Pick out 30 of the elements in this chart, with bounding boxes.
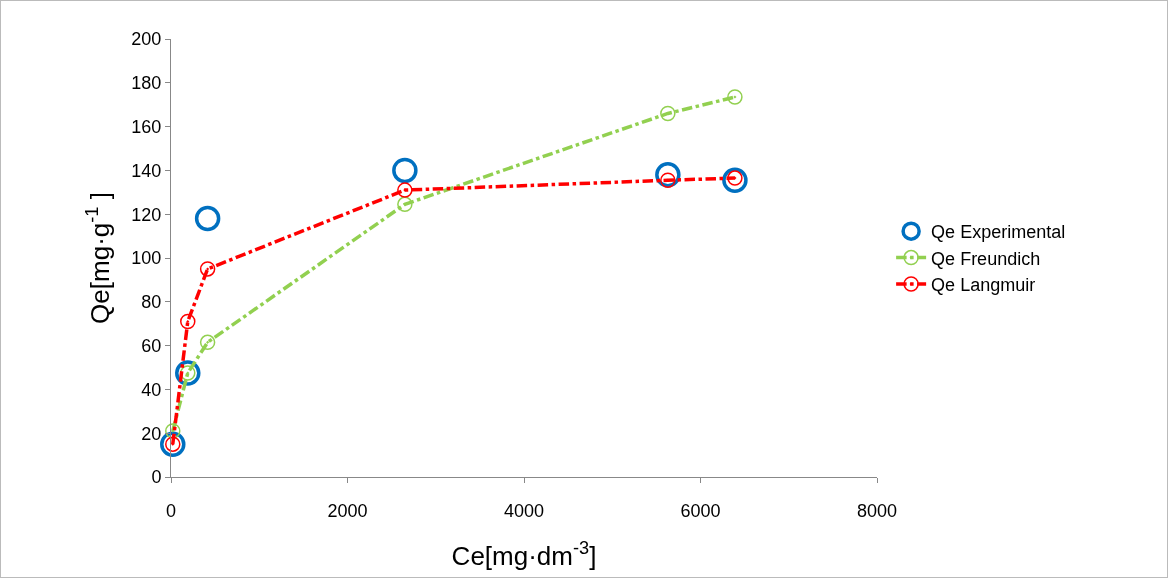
y-tick-label: 100 xyxy=(131,248,162,269)
x-tick-label: 4000 xyxy=(503,500,545,521)
x-tick-label: 6000 xyxy=(680,500,721,521)
point xyxy=(397,182,413,198)
x-axis-title: Ce[mg·dm$^{-3}$] xyxy=(451,538,597,571)
legend-label: Qe Experimental xyxy=(931,222,1066,243)
legend-label: Qe Langmuir xyxy=(931,275,1036,296)
point xyxy=(180,313,196,330)
point xyxy=(660,105,676,122)
point xyxy=(392,157,418,184)
y-tick-label: 180 xyxy=(131,73,162,94)
y-tick-label: 0 xyxy=(151,467,162,488)
y-tick-label: 20 xyxy=(141,423,162,444)
point xyxy=(199,261,216,277)
y-tick-label: 120 xyxy=(131,204,162,225)
x-tick-label: 8000 xyxy=(856,500,898,521)
point xyxy=(199,334,216,351)
legend-label: Qe Freundich xyxy=(931,248,1041,269)
y-tick-label: 160 xyxy=(131,116,162,137)
y-tick-label: 140 xyxy=(131,160,162,181)
y-tick-label: 40 xyxy=(141,379,162,400)
point xyxy=(165,423,181,439)
y-tick-label: 200 xyxy=(131,29,162,50)
x-tick-label: 0 xyxy=(165,500,177,521)
point xyxy=(727,89,743,105)
point xyxy=(397,196,413,213)
x-tick-label: 2000 xyxy=(327,500,368,521)
y-tick-label: 60 xyxy=(141,335,162,356)
point xyxy=(194,205,221,232)
y-tick-label: 80 xyxy=(141,292,162,313)
